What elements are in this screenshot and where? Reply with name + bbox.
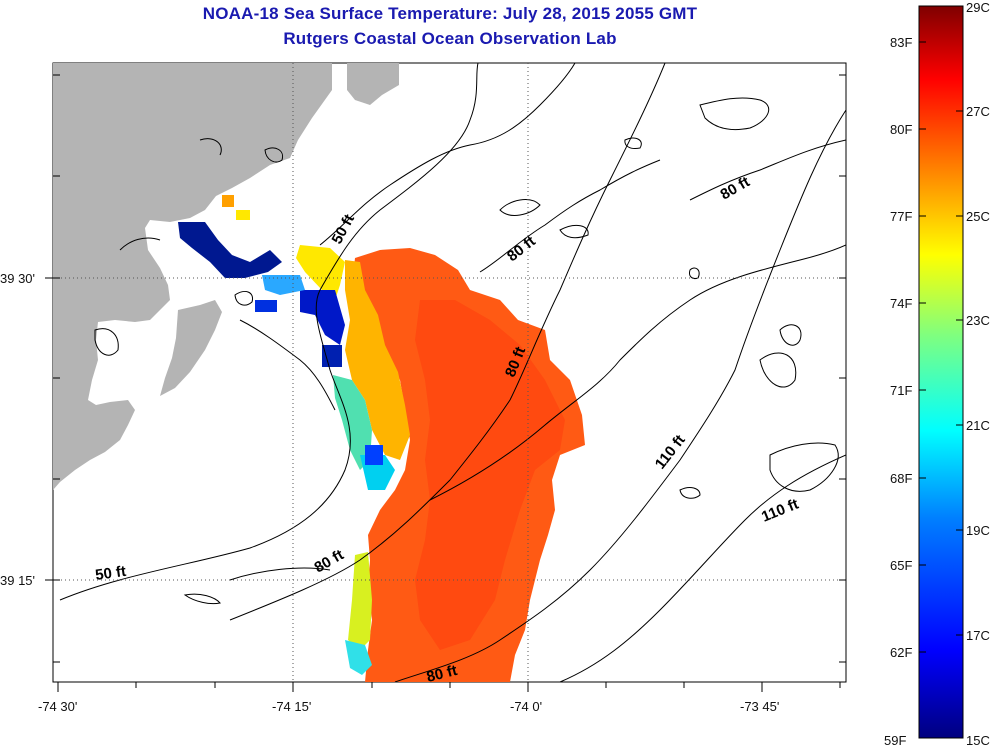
sst-cold-patch	[262, 275, 305, 295]
sst-pixel	[236, 210, 250, 220]
sst-fringe	[348, 552, 372, 650]
axis-ticks	[45, 74, 846, 692]
colorbar-c-label: 19C	[966, 523, 990, 538]
sst-cold-patch	[300, 290, 345, 345]
land-area	[347, 63, 399, 105]
colorbar-c-label: 17C	[966, 628, 990, 643]
colorbar	[918, 5, 964, 739]
sst-cool-band	[345, 640, 372, 675]
sst-cold-patch	[255, 300, 277, 312]
grid-lines	[53, 63, 846, 682]
sst-cold-patch	[365, 445, 383, 465]
colorbar-f-label: 83F	[890, 35, 913, 50]
depth-contours	[59, 63, 846, 682]
colorbar-c-label: 21C	[966, 418, 990, 433]
colorbar-f-label: 68F	[890, 471, 913, 486]
colorbar-f-label: 80F	[890, 122, 913, 137]
colorbar-f-label: 62F	[890, 645, 913, 660]
colorbar-f-label: 74F	[890, 296, 913, 311]
land-area	[160, 300, 222, 396]
x-tick-label: -74 30'	[38, 699, 78, 714]
sst-pixel	[222, 195, 234, 207]
sst-cool-band	[333, 375, 372, 470]
x-tick-label: -73 45'	[740, 699, 780, 714]
land-area	[53, 63, 332, 490]
colorbar-c-label: 23C	[966, 313, 990, 328]
colorbar-ticks	[919, 41, 963, 653]
colorbar-f-label: 77F	[890, 209, 913, 224]
colorbar-c-label: 27C	[966, 104, 990, 119]
colorbar-f-label: 71F	[890, 383, 913, 398]
sst-cold-patch	[322, 345, 342, 367]
x-tick-label: -74 0'	[510, 699, 543, 714]
y-tick-label: 39 15'	[0, 573, 36, 588]
colorbar-f-label: 59F	[884, 733, 907, 748]
colorbar-c-label: 25C	[966, 209, 990, 224]
sst-cold-patch	[178, 222, 282, 278]
colorbar-c-label: 15C	[966, 733, 990, 748]
colorbar-c-label: 29C	[966, 0, 990, 15]
y-tick-label: 39 30'	[0, 271, 36, 286]
map-title: NOAA-18 Sea Surface Temperature: July 28…	[202, 4, 698, 23]
x-tick-label: -74 15'	[272, 699, 312, 714]
colorbar-f-label: 65F	[890, 558, 913, 573]
map-subtitle: Rutgers Coastal Ocean Observation Lab	[283, 29, 617, 48]
contour-label: 50 ft	[94, 563, 127, 584]
contour-label: 80 ft	[425, 662, 459, 686]
sst-fringe	[345, 260, 410, 460]
sst-fringe	[296, 245, 345, 300]
